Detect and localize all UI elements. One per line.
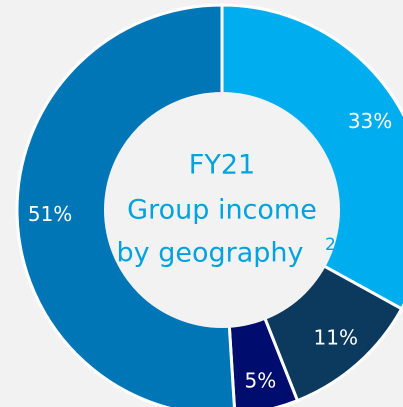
center-line: Group income (127, 195, 317, 226)
donut-hole (104, 92, 340, 328)
center-line: by geography (117, 238, 304, 269)
value-label: 11% (314, 326, 358, 350)
labels: 33% 11% 5% 51% (28, 109, 392, 392)
center-line: FY21 (189, 150, 255, 181)
value-label: 51% (28, 202, 72, 226)
superscript: 2 (325, 235, 336, 255)
value-label: 5% (245, 368, 277, 392)
value-label: 33% (348, 109, 392, 133)
